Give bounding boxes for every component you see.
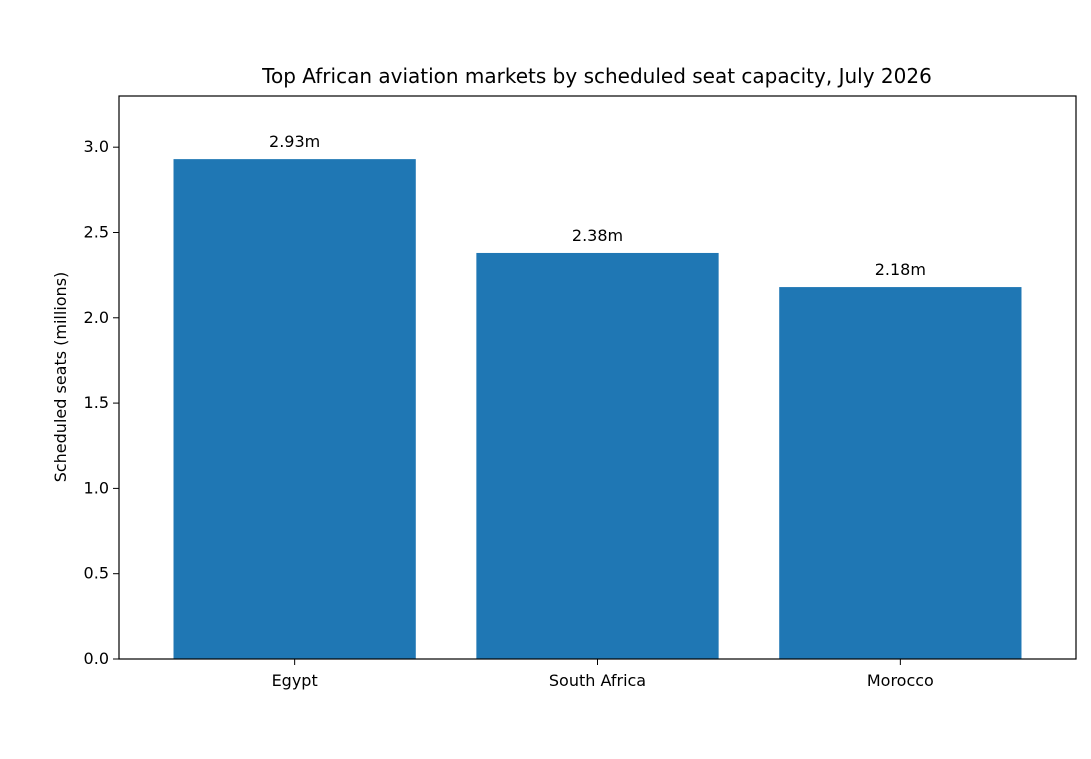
y-tick-label: 0.0 xyxy=(84,649,109,668)
bars-group xyxy=(173,159,1022,659)
bar xyxy=(173,159,416,659)
y-tick-label: 1.0 xyxy=(84,478,109,497)
y-tick-label: 2.5 xyxy=(84,222,109,241)
y-axis-label: Scheduled seats (millions) xyxy=(51,272,70,483)
bar xyxy=(779,287,1022,659)
x-tick-label: Egypt xyxy=(272,671,318,690)
chart-title: Top African aviation markets by schedule… xyxy=(261,64,932,88)
x-tick-label: Morocco xyxy=(867,671,934,690)
data-labels-group: 2.93m 2.38m 2.18m xyxy=(269,132,926,279)
bar xyxy=(476,252,719,659)
data-label: 2.18m xyxy=(875,260,926,279)
x-tick-label: South Africa xyxy=(549,671,646,690)
data-label: 2.38m xyxy=(572,226,623,245)
y-tick-label: 2.0 xyxy=(84,308,109,327)
y-tick-label: 3.0 xyxy=(84,137,109,156)
data-label: 2.93m xyxy=(269,132,320,151)
y-axis: 0.0 0.5 1.0 1.5 2.0 2.5 3.0 xyxy=(84,137,119,668)
y-tick-label: 1.5 xyxy=(84,393,109,412)
plot-frame xyxy=(118,95,1077,660)
x-axis: Egypt South Africa Morocco xyxy=(272,659,934,690)
y-tick-label: 0.5 xyxy=(84,564,109,583)
